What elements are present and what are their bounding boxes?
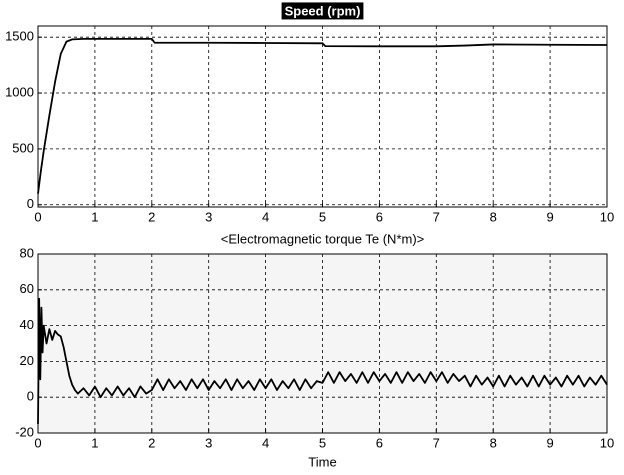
x-tick-label: 0 bbox=[34, 435, 41, 450]
y-tick-label: 60 bbox=[20, 281, 34, 296]
x-tick-label: 8 bbox=[490, 209, 497, 224]
x-tick-label: 6 bbox=[376, 209, 383, 224]
x-tick-label: 3 bbox=[205, 209, 212, 224]
x-tick-label: 4 bbox=[262, 435, 269, 450]
y-tick-label: 0 bbox=[27, 196, 34, 211]
data-line bbox=[37, 37, 608, 194]
plot-frame bbox=[37, 25, 608, 208]
chart-title: <Electromagnetic torque Te (N*m)> bbox=[221, 231, 425, 246]
x-tick-label: 1 bbox=[91, 209, 98, 224]
y-tick-label: 500 bbox=[12, 140, 34, 155]
y-tick-label: -20 bbox=[15, 424, 34, 439]
x-tick-label: 8 bbox=[490, 435, 497, 450]
x-tick-label: 1 bbox=[91, 435, 98, 450]
x-tick-label: 7 bbox=[433, 209, 440, 224]
y-tick-label: 80 bbox=[20, 245, 34, 260]
x-tick-label: 6 bbox=[376, 435, 383, 450]
y-tick-label: 40 bbox=[20, 317, 34, 332]
x-tick-label: 2 bbox=[148, 209, 155, 224]
x-tick-label: 3 bbox=[205, 435, 212, 450]
x-tick-label: 9 bbox=[546, 209, 553, 224]
x-tick-label: 10 bbox=[600, 435, 614, 450]
x-tick-label: 9 bbox=[546, 435, 553, 450]
y-tick-label: 20 bbox=[20, 353, 34, 368]
title-box bbox=[281, 2, 364, 20]
x-tick-label: 2 bbox=[148, 435, 155, 450]
plot-area bbox=[38, 254, 607, 433]
plot-frame bbox=[37, 253, 608, 434]
x-tick-label: 5 bbox=[319, 209, 326, 224]
y-tick-label: 1500 bbox=[5, 29, 34, 44]
x-tick-label: 5 bbox=[319, 435, 326, 450]
y-tick-label: 1000 bbox=[5, 84, 34, 99]
x-tick-label: 7 bbox=[433, 435, 440, 450]
x-axis-label: Time bbox=[308, 454, 336, 469]
data-line bbox=[37, 297, 608, 425]
x-tick-label: 10 bbox=[600, 209, 614, 224]
chart-title: Speed (rpm) bbox=[285, 3, 361, 18]
x-tick-label: 0 bbox=[34, 209, 41, 224]
y-tick-label: 0 bbox=[27, 389, 34, 404]
x-tick-label: 4 bbox=[262, 209, 269, 224]
